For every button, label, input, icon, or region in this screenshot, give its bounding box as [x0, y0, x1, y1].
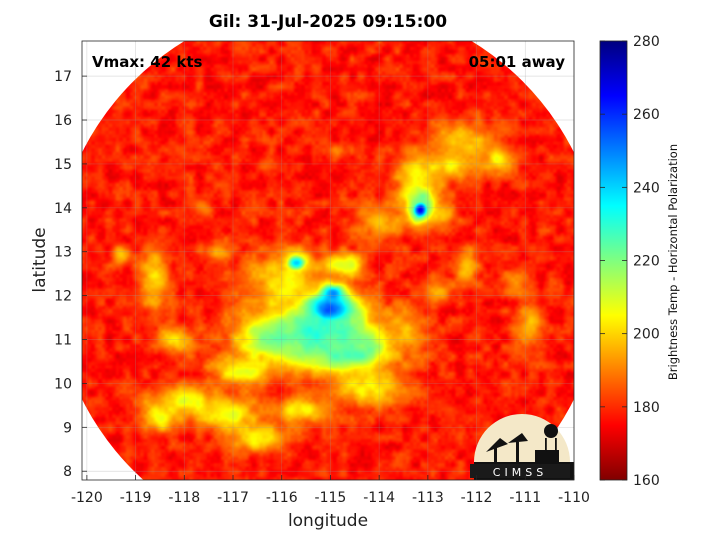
colorbar-tick-label: 240 — [633, 180, 660, 196]
colorbar-tick-label: 280 — [633, 34, 660, 50]
colorbar-label: Brightness Temp - Horizontal Polarizatio… — [666, 143, 680, 381]
y-tick-label: 11 — [54, 333, 72, 349]
x-tick-label: -120 — [71, 490, 103, 506]
y-tick-label: 16 — [54, 113, 72, 129]
y-tick-label: 15 — [54, 157, 72, 173]
x-tick-label: -116 — [266, 490, 298, 506]
x-tick-label: -110 — [558, 490, 590, 506]
x-tick-label: -111 — [509, 490, 541, 506]
y-axis-label: latitude — [30, 227, 50, 293]
colorbar-tick-label: 180 — [633, 400, 660, 416]
y-tick-label: 14 — [54, 201, 72, 217]
vmax-label: Vmax: 42 kts — [92, 53, 203, 71]
x-axis-ticks: -120 -119 -118 -117 -116 -115 -114 -113 -112 -111… — [71, 475, 590, 506]
chart-title: Gil: 31-Jul-2025 09:15:00 — [208, 12, 448, 32]
y-tick-label: 12 — [54, 289, 72, 305]
y-tick-label: 8 — [63, 464, 72, 480]
colorbar-ticks: 160 180 200 220 240 260 280 — [600, 34, 660, 489]
y-tick-label: 9 — [63, 420, 72, 436]
x-tick-label: -114 — [363, 490, 395, 506]
y-axis-ticks: 8 9 10 11 12 13 14 15 16 17 — [54, 69, 87, 480]
axes-box — [81, 40, 575, 481]
brightness-temperature-swath — [82, 41, 574, 480]
y-tick-label: 17 — [54, 69, 72, 85]
logo-text: CIMSS — [493, 466, 547, 479]
x-axis-label: longitude — [287, 511, 369, 531]
x-tick-label: -118 — [168, 490, 200, 506]
y-tick-label: 13 — [54, 245, 72, 261]
x-tick-label: -119 — [120, 490, 152, 506]
x-tick-label: -117 — [217, 490, 249, 506]
colorbar-tick-label: 220 — [633, 254, 660, 270]
time-away-label: 05:01 away — [468, 53, 565, 71]
x-tick-label: -115 — [315, 490, 347, 506]
x-tick-label: -113 — [412, 490, 444, 506]
x-tick-label: -112 — [461, 490, 493, 506]
y-tick-label: 10 — [54, 376, 72, 392]
colorbar-tick-label: 260 — [633, 107, 660, 123]
cimss-logo: CIMSS — [470, 414, 574, 480]
colorbar-tick-label: 160 — [633, 473, 660, 489]
colorbar-tick-label: 200 — [633, 327, 660, 343]
